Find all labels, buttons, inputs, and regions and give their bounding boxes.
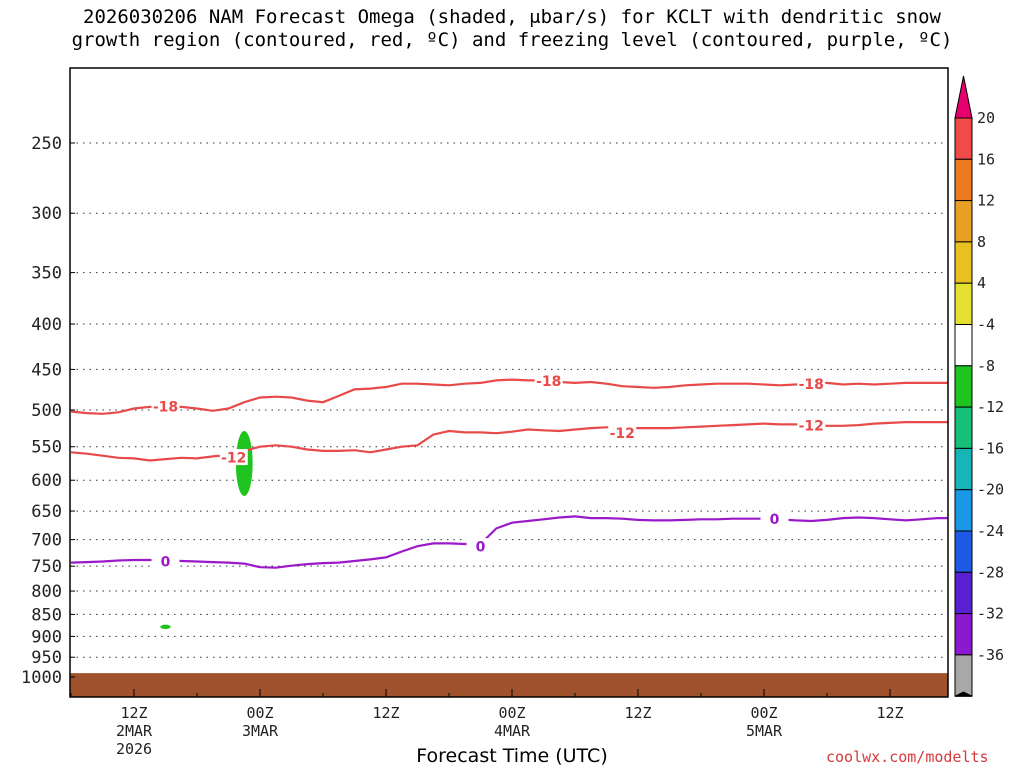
- contour-label-minus12-3: -12: [799, 419, 824, 435]
- colorbar-tick-3: 8: [977, 233, 986, 251]
- colorbar-tick-0: 20: [977, 109, 995, 127]
- omega-shaded-region-2: [160, 624, 171, 630]
- y-tick-label-450: 450: [31, 360, 62, 380]
- source-credit: coolwx.com/modelts: [826, 748, 989, 766]
- y-tick-label-950: 950: [31, 648, 62, 668]
- x-tick-label-12-2: 2MAR: [116, 722, 153, 740]
- colorbar-tick-2: 12: [977, 192, 995, 210]
- contour-label-minus12-1: -12: [221, 451, 246, 467]
- colorbar-bottom-arrow: [954, 691, 973, 697]
- y-tick-label-1000: 1000: [21, 668, 62, 688]
- x-tick-label-48-2: 4MAR: [494, 722, 531, 740]
- plot-content: -18 -18 -18 -12 -12 -12 0 0 0: [70, 142, 948, 697]
- contour-label-bg: [797, 375, 826, 392]
- colorbar-swatch-10: [954, 489, 973, 532]
- contour-label-bg: [608, 424, 637, 441]
- y-tick-label-850: 850: [31, 605, 62, 625]
- x-tick-label-72-1: 00Z: [750, 704, 777, 722]
- colorbar-tick-10: -24: [977, 522, 1004, 540]
- colorbar-swatch-7: [954, 365, 973, 408]
- contour-label-minus18-2: -18: [536, 374, 561, 390]
- omega-colorbar: 20 16 12 8 4 -4 -8 -12 -16 -20 -24 -28 -32 -36: [954, 75, 1004, 697]
- chart-title-line-1: 2026030206 NAM Forecast Omega (shaded, μ…: [83, 6, 941, 28]
- colorbar-swatch-8: [954, 406, 973, 449]
- colorbar-tick-7: -12: [977, 398, 1004, 416]
- x-tick-label-60-1: 12Z: [624, 704, 651, 722]
- contour-label-bg: [797, 417, 826, 434]
- contour-label-bg: [534, 372, 563, 389]
- contour-label-minus18-1: -18: [153, 400, 178, 416]
- colorbar-swatch-9: [954, 447, 973, 491]
- contour-line-0: [70, 515, 948, 569]
- y-tick-label-300: 300: [31, 204, 62, 224]
- y-tick-label-250: 250: [31, 134, 62, 154]
- contour-label-0-2: 0: [476, 540, 486, 556]
- colorbar-swatch-12: [954, 571, 973, 615]
- colorbar-swatch-11: [954, 530, 973, 573]
- y-tick-label-400: 400: [31, 315, 62, 335]
- terrain-fill: [70, 673, 948, 697]
- colorbar-swatch-4: [954, 241, 973, 284]
- colorbar-tick-8: -16: [977, 439, 1004, 457]
- contour-label-minus12-2: -12: [610, 426, 635, 442]
- plot-area: -18 -18 -18 -12 -12 -12 0 0 0: [69, 67, 949, 698]
- colorbar-tick-12: -32: [977, 605, 1004, 623]
- colorbar-top-arrow: [954, 75, 973, 119]
- contour-label-bg: [151, 553, 180, 570]
- y-tick-label-550: 550: [31, 438, 62, 458]
- colorbar-tick-9: -20: [977, 481, 1004, 499]
- y-tick-label-700: 700: [31, 531, 62, 551]
- pressure-axis: 2503003504004505005506006507007508008509…: [21, 134, 75, 688]
- contour-label-0-3: 0: [770, 512, 780, 528]
- colorbar-swatch-14: [954, 654, 973, 697]
- colorbar-swatch-13: [954, 613, 973, 656]
- chart-title: 2026030206 NAM Forecast Omega (shaded, μ…: [0, 6, 1024, 52]
- x-tick-label-84-1: 12Z: [876, 704, 903, 722]
- colorbar-tick-6: -8: [977, 357, 995, 375]
- colorbar-tick-11: -28: [977, 563, 1004, 581]
- contour-label-bg: [466, 538, 495, 555]
- x-tick-label-48-1: 00Z: [498, 704, 525, 722]
- y-tick-label-800: 800: [31, 582, 62, 602]
- y-tick-label-750: 750: [31, 557, 62, 577]
- y-tick-label-650: 650: [31, 502, 62, 522]
- colorbar-tick-13: -36: [977, 646, 1004, 664]
- y-tick-label-350: 350: [31, 264, 62, 284]
- x-tick-label-24-1: 00Z: [246, 704, 273, 722]
- y-tick-label-900: 900: [31, 627, 62, 647]
- colorbar-swatch-6: [954, 324, 973, 367]
- contour-label-0-1: 0: [161, 555, 171, 571]
- y-tick-label-600: 600: [31, 471, 62, 491]
- x-axis-title: Forecast Time (UTC): [416, 745, 608, 767]
- colorbar-swatch-3: [954, 200, 973, 243]
- x-tick-label-24-2: 3MAR: [242, 722, 279, 740]
- plot-frame: [69, 67, 949, 698]
- colorbar-swatch-1: [954, 117, 973, 160]
- contour-label-bg: [760, 510, 789, 527]
- contour-label-bg: [219, 449, 248, 466]
- x-tick-label-12-3: 2026: [116, 740, 152, 758]
- chart-title-line-2: growth region (contoured, red, ºC) and f…: [71, 29, 953, 51]
- contour-label-bg: [151, 398, 180, 415]
- contour-label-minus18-3: -18: [799, 377, 824, 393]
- y-tick-label-500: 500: [31, 401, 62, 421]
- x-tick-label-12-1: 12Z: [120, 704, 147, 722]
- colorbar-tick-1: 16: [977, 150, 995, 168]
- colorbar-tick-4: 4: [977, 274, 986, 292]
- colorbar-swatch-5: [954, 282, 973, 326]
- x-tick-label-36-1: 12Z: [372, 704, 399, 722]
- colorbar-swatch-2: [954, 158, 973, 202]
- x-tick-label-72-2: 5MAR: [746, 722, 783, 740]
- colorbar-tick-5: -4: [977, 316, 995, 334]
